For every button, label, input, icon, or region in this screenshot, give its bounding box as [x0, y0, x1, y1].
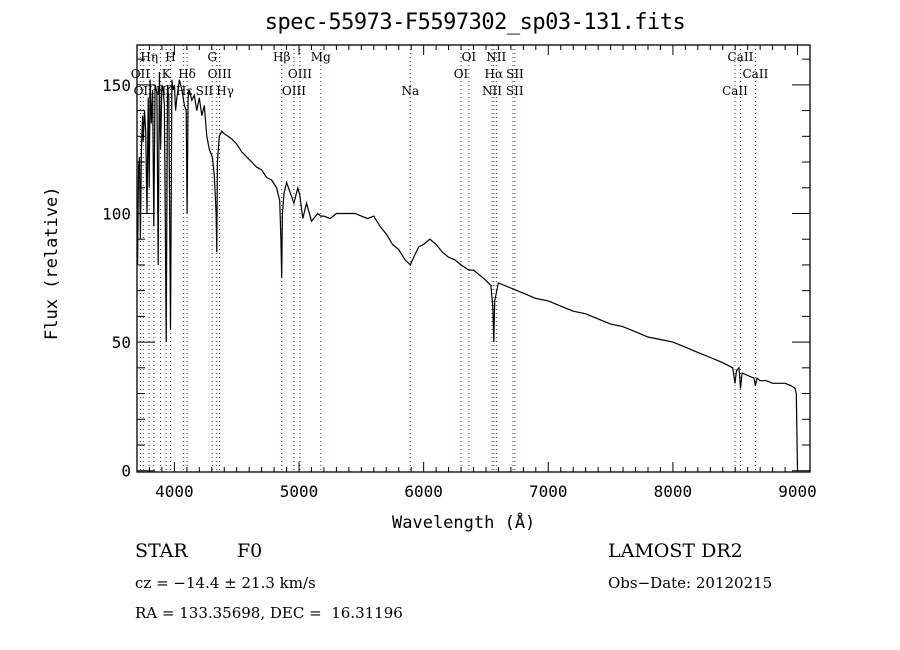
coordinates-text: RA = 133.35698, DEC = 16.31196	[135, 604, 403, 622]
line-marker-label: Hζ	[156, 84, 173, 98]
spectrum-line	[137, 71, 799, 471]
line-marker-label: Hδ	[178, 67, 196, 81]
y-axis-label: Flux (relative)	[42, 186, 62, 340]
line-marker-label: Mg	[311, 50, 331, 64]
y-tick-label: 0	[121, 462, 131, 481]
line-marker-label: K	[162, 67, 172, 81]
line-marker-label: OII	[131, 67, 151, 81]
redshift-text: cz = −14.4 ± 21.3 km/s	[135, 574, 316, 592]
line-marker-label: OIII	[288, 67, 312, 81]
x-axis-label: Wavelength (Å)	[392, 513, 536, 533]
x-tick-label: 6000	[404, 482, 443, 501]
x-tick-label: 9000	[778, 482, 817, 501]
plot-frame	[136, 44, 811, 473]
line-marker-label: OII	[134, 84, 154, 98]
line-marker-label: CaII	[743, 67, 769, 81]
line-marker-label: Na	[402, 84, 420, 98]
line-marker-label: Hγ	[216, 84, 234, 98]
line-marker-label: OIII	[208, 67, 232, 81]
object-class: STAR	[135, 540, 188, 562]
line-marker-label: OI	[462, 50, 477, 64]
line-marker-label: CaII	[722, 84, 748, 98]
object-subclass: F0	[237, 540, 263, 562]
obs-date: Obs−Date: 20120215	[608, 574, 773, 592]
line-marker-label: SII	[506, 84, 524, 98]
survey-label: LAMOST DR2	[608, 540, 743, 562]
line-marker-label: H	[165, 50, 175, 64]
line-marker-label: Hβ	[273, 50, 290, 64]
chart-title: spec-55973-F5597302_sp03-131.fits	[264, 10, 686, 35]
line-marker-label: NII	[482, 84, 502, 98]
line-marker-label: OI	[454, 67, 469, 81]
x-tick-label: 7000	[529, 482, 568, 501]
line-marker-label: NII	[486, 50, 506, 64]
x-tick-label: 8000	[654, 482, 693, 501]
line-marker-label: SII	[506, 67, 524, 81]
line-marker-label: Hα	[485, 67, 504, 81]
x-tick-label: 5000	[280, 482, 319, 501]
line-marker-label: CaII	[728, 50, 754, 64]
line-marker-label: G	[208, 50, 218, 64]
y-tick-label: 50	[112, 333, 131, 352]
y-tick-label: 100	[102, 204, 131, 223]
x-tick-label: 4000	[155, 482, 194, 501]
y-tick-label: 150	[102, 76, 131, 95]
line-marker-label: OIII	[282, 84, 306, 98]
line-marker-label: Hη	[140, 50, 158, 64]
line-marker-label: SII	[196, 84, 214, 98]
